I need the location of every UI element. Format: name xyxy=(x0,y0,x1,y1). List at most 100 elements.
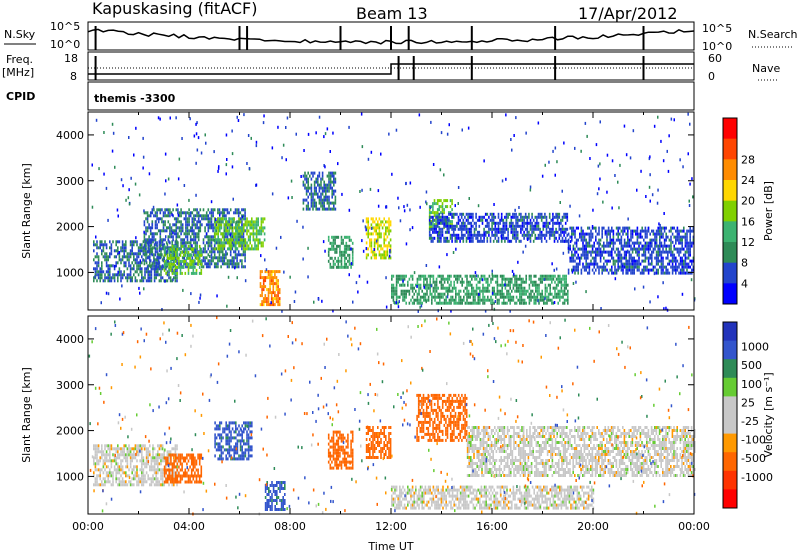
freq-left-tick-top: 18 xyxy=(64,52,78,65)
heatmap-cell xyxy=(690,278,693,282)
heatmap-cell xyxy=(345,235,348,239)
heatmap-cell xyxy=(426,283,428,287)
heatmap-cell xyxy=(331,244,333,248)
heatmap-cell xyxy=(435,286,438,290)
heatmap-cell xyxy=(125,453,127,457)
heatmap-cell xyxy=(231,238,234,242)
heatmap-cell xyxy=(97,273,100,277)
heatmap-cell xyxy=(249,220,251,224)
heatmap-cell xyxy=(164,279,166,283)
heatmap-cell xyxy=(470,230,473,234)
heatmap-cell xyxy=(207,220,210,224)
heatmap-cell xyxy=(257,229,259,233)
heatmap-cell xyxy=(533,292,535,296)
heatmap-cell xyxy=(679,241,682,245)
heatmap-cell xyxy=(482,292,484,296)
heatmap-cell xyxy=(659,247,661,251)
heatmap-cell xyxy=(241,226,243,230)
heatmap-cell xyxy=(662,226,664,230)
heatmap-cell xyxy=(166,246,169,250)
heatmap-cell xyxy=(461,128,463,132)
heatmap-cell xyxy=(563,274,566,278)
heatmap-cell xyxy=(217,226,219,230)
heatmap-cell xyxy=(400,292,403,296)
heatmap-cell xyxy=(183,241,186,245)
heatmap-cell xyxy=(587,253,589,257)
heatmap-cell xyxy=(569,204,571,208)
heatmap-cell xyxy=(151,253,154,257)
heatmap-cell xyxy=(202,208,205,212)
heatmap-cell xyxy=(609,235,611,239)
heatmap-cell xyxy=(577,253,579,257)
heatmap-cell xyxy=(217,229,219,233)
heatmap-cell xyxy=(505,212,508,216)
heatmap-cell xyxy=(471,301,473,305)
heatmap-cell xyxy=(315,189,317,193)
heatmap-cell xyxy=(599,247,602,251)
heatmap-cell xyxy=(485,286,487,290)
heatmap-cell xyxy=(612,262,615,266)
heatmap-cell xyxy=(598,244,600,248)
heatmap-cell xyxy=(239,217,242,221)
heatmap-cell xyxy=(405,301,407,305)
heatmap-cell xyxy=(686,244,688,248)
heatmap-cell xyxy=(156,223,158,227)
heatmap-cell xyxy=(381,226,384,230)
heatmap-cell xyxy=(443,236,445,240)
heatmap-cell xyxy=(432,280,435,284)
heatmap-cell xyxy=(247,235,250,239)
heatmap-cell xyxy=(153,256,155,260)
heatmap-cell xyxy=(105,186,108,190)
heatmap-cell xyxy=(529,227,532,231)
heatmap-cell xyxy=(370,232,373,236)
heatmap-cell xyxy=(459,224,461,228)
heatmap-cell xyxy=(660,250,663,254)
heatmap-cell xyxy=(683,226,685,230)
heatmap-cell xyxy=(317,174,319,178)
heatmap-cell xyxy=(238,226,240,230)
heatmap-cell xyxy=(464,224,466,228)
heatmap-cell xyxy=(634,287,636,291)
heatmap-cell xyxy=(662,268,664,272)
heatmap-cell xyxy=(611,238,613,242)
heatmap-cell xyxy=(158,240,161,244)
heatmap-cell xyxy=(506,301,508,305)
heatmap-cell xyxy=(665,306,667,310)
heatmap-cell xyxy=(545,239,548,243)
heatmap-cell xyxy=(590,262,592,266)
heatmap-cell xyxy=(531,230,533,234)
heatmap-cell xyxy=(142,249,145,253)
heatmap-cell xyxy=(515,274,518,278)
heatmap-cell xyxy=(429,283,431,287)
heatmap-cell xyxy=(591,250,594,254)
heatmap-cell xyxy=(475,283,478,287)
heatmap-cell xyxy=(641,226,643,230)
heatmap-cell xyxy=(252,235,255,239)
heatmap-cell xyxy=(185,244,187,248)
heatmap-cell xyxy=(457,186,460,189)
heatmap-cell xyxy=(149,273,151,277)
heatmap-cell xyxy=(178,247,180,251)
heatmap-cell xyxy=(121,258,124,262)
heatmap-cell xyxy=(169,211,171,215)
heatmap-cell xyxy=(491,230,493,234)
heatmap-cell xyxy=(148,172,151,176)
heatmap-cell xyxy=(218,220,221,224)
heatmap-cell xyxy=(183,238,186,242)
heatmap-cell xyxy=(145,250,147,254)
heatmap-cell xyxy=(424,274,427,278)
heatmap-cell xyxy=(456,233,458,237)
heatmap-cell xyxy=(551,277,553,281)
heatmap-cell xyxy=(529,188,532,192)
heatmap-cell xyxy=(121,480,124,484)
heatmap-cell xyxy=(104,468,106,472)
heatmap-cell xyxy=(473,227,476,231)
heatmap-cell xyxy=(144,273,146,277)
heatmap-cell xyxy=(446,253,448,257)
heatmap-cell xyxy=(611,265,613,269)
heatmap-cell xyxy=(180,226,182,230)
heatmap-cell xyxy=(210,244,213,248)
heatmap-cell xyxy=(636,188,638,192)
heatmap-cell xyxy=(555,292,558,296)
heatmap-cell xyxy=(507,230,509,234)
